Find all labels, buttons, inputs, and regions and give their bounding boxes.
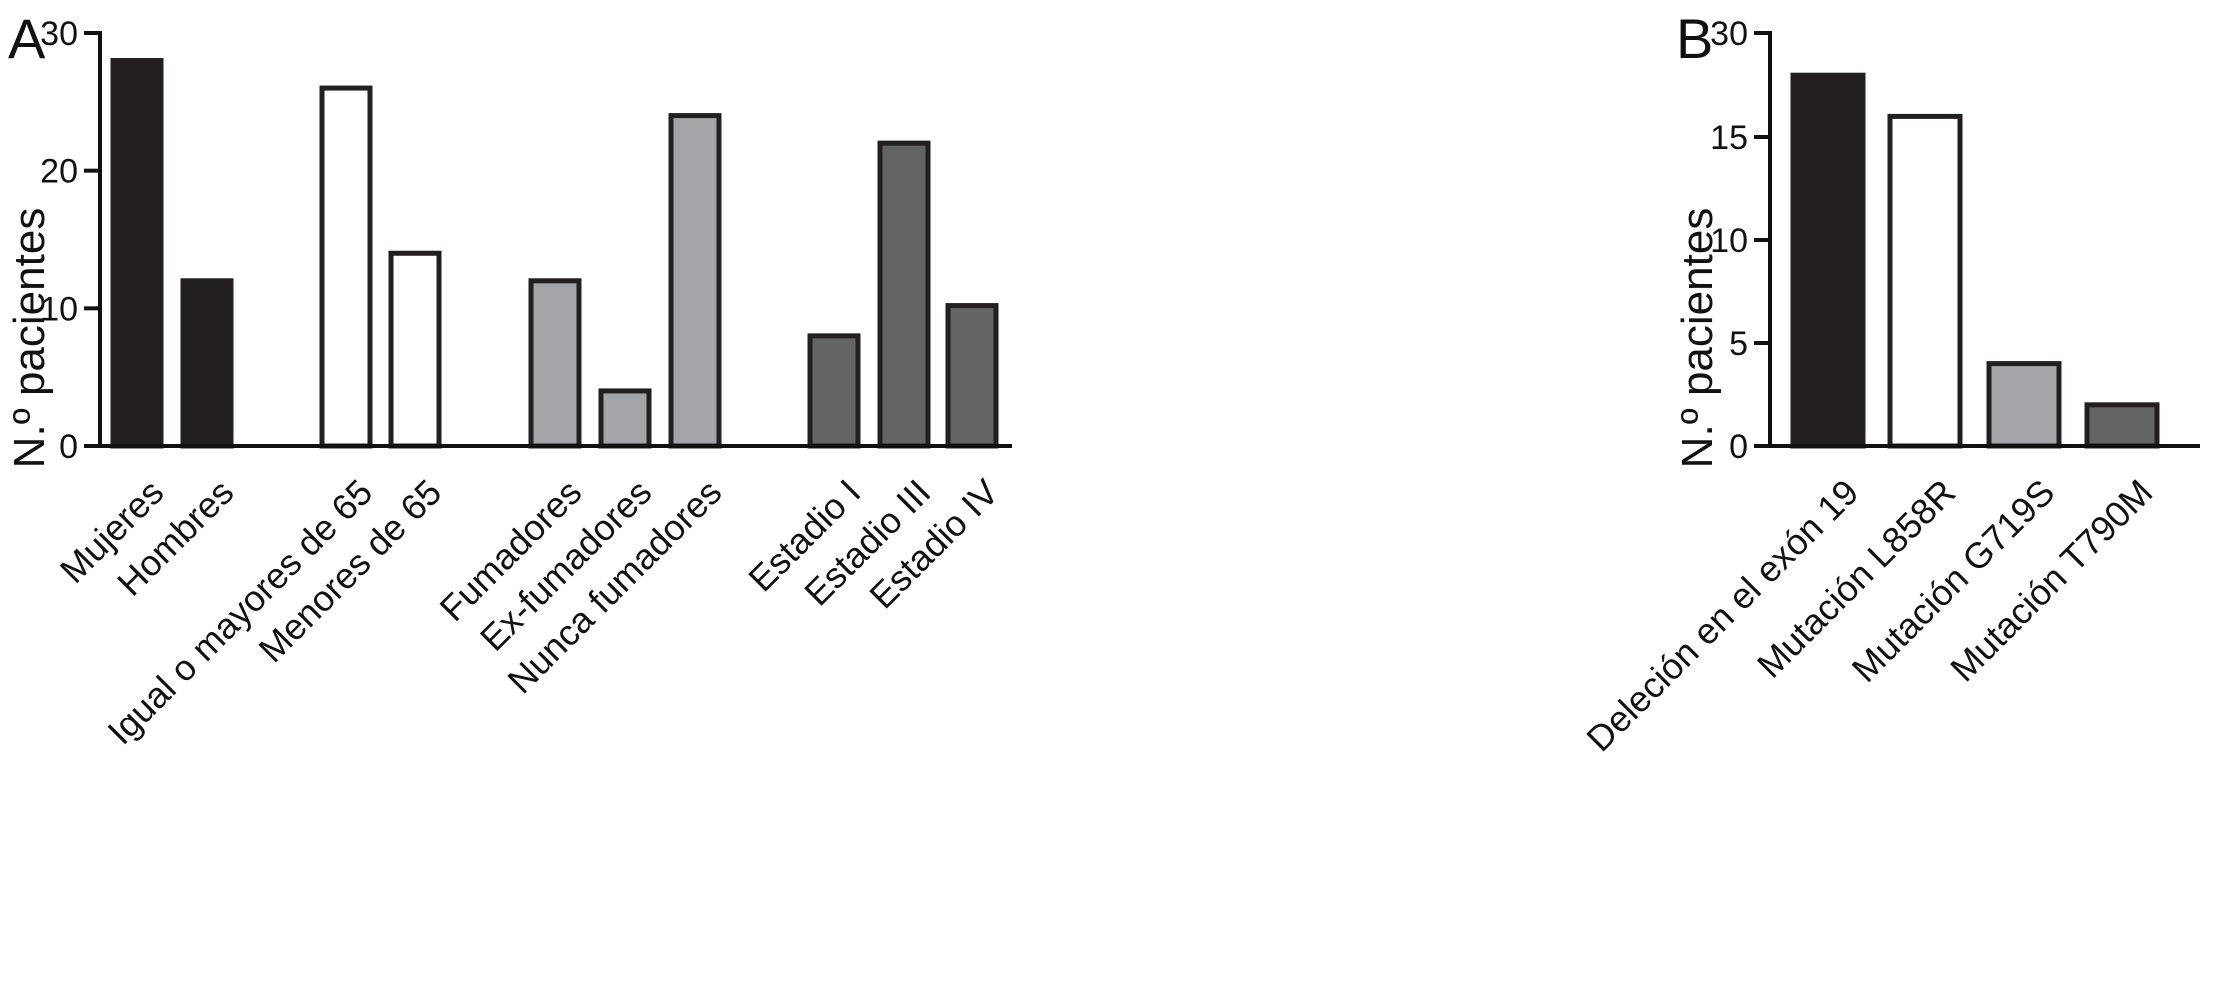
panel-b-y-tick-label: 10 xyxy=(1710,222,1748,260)
panel-a-bar-hombres xyxy=(180,278,234,449)
panel-b-y-axis-label: N.º pacientes xyxy=(1673,208,1722,469)
panel-b-y-tick-label: 5 xyxy=(1729,325,1748,363)
panel-a-y-tick-label: 10 xyxy=(40,290,78,328)
panel-a-bar-ex-fumadores xyxy=(598,388,652,449)
panel-a-y-axis-label: N.º pacientes xyxy=(5,208,54,469)
panel-b-y-tick-label: 30 xyxy=(1710,15,1748,53)
panel-b-y-tick-label: 0 xyxy=(1729,428,1748,466)
panel-a-letter: A xyxy=(8,7,46,70)
panel-a-y-tick-label: 20 xyxy=(40,153,78,191)
panel-b-bar-delecion-en-el-exon-19 xyxy=(1790,72,1866,449)
panel-b-letter: B xyxy=(1676,7,1713,70)
panel-b-y-tick-label: 15 xyxy=(1710,119,1748,157)
panel-a-bar-mujeres xyxy=(110,58,164,449)
panel-a-bar-estadio-iii xyxy=(877,140,931,449)
panel-a-bar-fumadores xyxy=(528,278,582,449)
panel-a-bar-menores-de-65 xyxy=(388,250,442,449)
panel-a-bar-estadio-i xyxy=(807,333,861,449)
panel-b-bar-mutacion-t790m xyxy=(2084,402,2160,449)
panel-a-y-tick-label: 30 xyxy=(40,15,78,53)
panel-a-y-tick-label: 0 xyxy=(59,428,78,466)
panel-a-bar-estadio-iv xyxy=(945,303,999,449)
panel-a-bar-nunca-fumadores xyxy=(668,113,722,449)
panel-b-bar-mutacion-l858r xyxy=(1887,113,1963,449)
panel-a-bar-igual-o-mayores-de-65 xyxy=(319,85,373,449)
panel-b-bar-mutacion-g719s xyxy=(1986,361,2062,449)
